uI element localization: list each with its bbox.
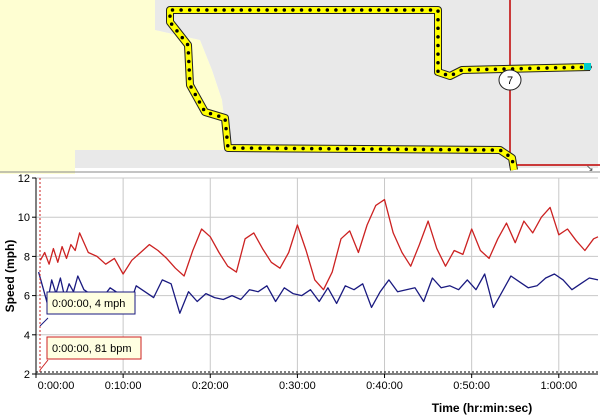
y-axis-title: Speed (mph) xyxy=(3,240,17,313)
y-tick-label: 10 xyxy=(18,212,30,224)
x-axis-ticks: 0:00:00 0:10:00 0:20:00 0:30:00 0:40:00 0:50:… xyxy=(35,374,577,392)
series-line-0[interactable] xyxy=(39,198,599,291)
callout-speed-text: 0:00:00, 4 mph xyxy=(52,298,125,310)
y-tick-label: 8 xyxy=(24,251,30,263)
y-tick-label: 4 xyxy=(24,330,30,342)
x-tick-label: 0:00:00 xyxy=(38,380,75,392)
callout-speed-box xyxy=(46,291,136,315)
route-map[interactable]: 7 ↘ xyxy=(0,0,600,174)
speed-chart[interactable]: 2 4 6 8 10 12 0:00:00 0:10:00 0:20:00 0:30:00 0:4… xyxy=(0,174,600,418)
x-tick-label: 0:50:00 xyxy=(453,380,490,392)
y-tick-label: 12 xyxy=(18,174,30,185)
land-area xyxy=(0,0,228,174)
y-tick-label: 2 xyxy=(24,369,30,381)
callout-hr-text: 0:00:00, 81 bpm xyxy=(52,343,132,355)
route-marker-label: 7 xyxy=(507,75,513,87)
map-resize-icon[interactable]: ↘ xyxy=(586,164,594,174)
route-marker-circle xyxy=(498,69,522,91)
route-marker[interactable]: 7 xyxy=(498,69,522,91)
x-tick-label: 0:20:00 xyxy=(192,380,229,392)
callout-speed: 0:00:00, 4 mph xyxy=(39,291,136,327)
callout-speed-pointer xyxy=(39,317,49,327)
callout-hr-pointer xyxy=(39,359,49,371)
gray-area xyxy=(75,0,598,168)
callout-heart-rate: 0:00:00, 81 bpm xyxy=(39,336,142,371)
y-axis-ticks: 2 4 6 8 10 12 xyxy=(18,174,36,381)
x-axis-title: Time (hr:min:sec) xyxy=(432,401,532,415)
x-tick-label: 1:00:00 xyxy=(540,380,577,392)
route-end-marker[interactable] xyxy=(584,63,591,70)
y-tick-label: 6 xyxy=(24,291,30,303)
callout-hr-box xyxy=(46,336,142,360)
route-dots xyxy=(168,8,592,172)
x-tick-label: 0:10:00 xyxy=(105,380,142,392)
x-tick-label: 0:40:00 xyxy=(366,380,403,392)
x-tick-label: 0:30:00 xyxy=(279,380,316,392)
